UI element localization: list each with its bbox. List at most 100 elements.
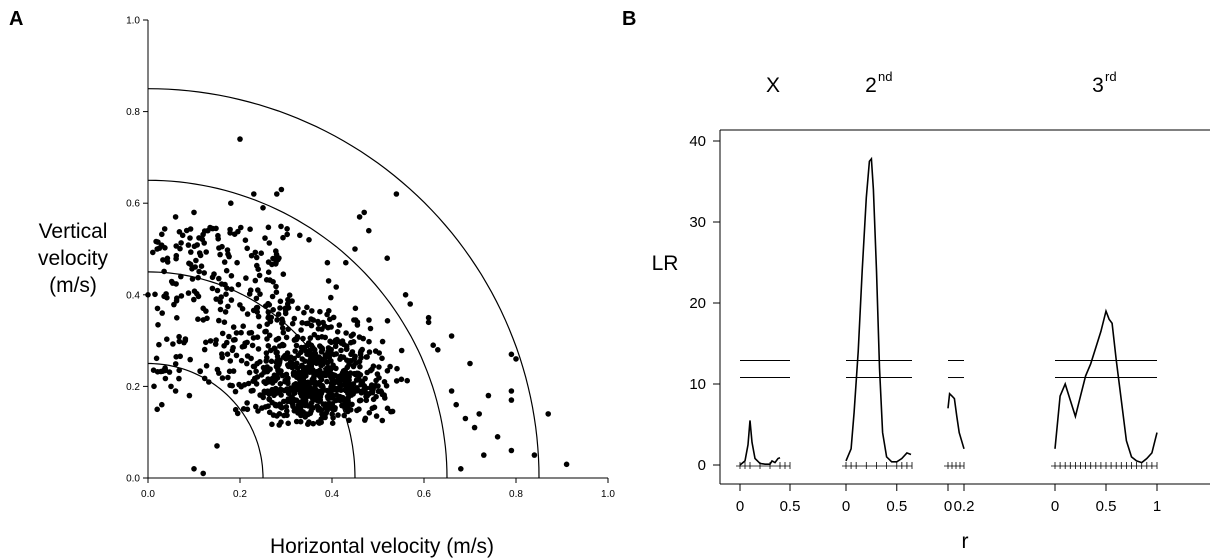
scatter-point bbox=[467, 360, 473, 367]
r-tick-label: 0.5 bbox=[886, 498, 907, 515]
scatter-point bbox=[354, 319, 361, 325]
scatter-point bbox=[191, 209, 197, 216]
scatter-point bbox=[293, 397, 300, 404]
scatter-point bbox=[195, 316, 201, 323]
scatter-point bbox=[168, 383, 174, 390]
scatter-point bbox=[425, 319, 432, 326]
scatter-point bbox=[227, 358, 234, 364]
scatter-point bbox=[244, 311, 251, 317]
scatter-point bbox=[352, 246, 358, 252]
scatter-point bbox=[393, 378, 400, 384]
scatter-point bbox=[277, 404, 284, 410]
scatter-point bbox=[384, 255, 391, 261]
scatter-point bbox=[384, 318, 391, 324]
scatter-point bbox=[219, 243, 225, 250]
scatter-point bbox=[199, 236, 206, 243]
scatter-point bbox=[211, 271, 217, 277]
scatter-point bbox=[563, 461, 570, 468]
lr-y-tick-label: 40 bbox=[689, 133, 706, 150]
scatter-point bbox=[172, 388, 179, 394]
scatter-point bbox=[306, 352, 313, 358]
scatter-point bbox=[273, 337, 280, 343]
lr-subpanel: 0 0.5 X bbox=[736, 74, 801, 515]
scatter-point bbox=[192, 264, 198, 270]
scatter-point bbox=[289, 320, 296, 327]
scatter-point bbox=[329, 392, 336, 398]
scatter-point bbox=[237, 136, 243, 142]
scatter-point bbox=[275, 256, 281, 263]
scatter-point bbox=[376, 364, 382, 370]
scatter-point bbox=[215, 232, 221, 239]
scatter-point bbox=[319, 388, 326, 394]
scatter-point bbox=[458, 466, 464, 472]
scatter-point bbox=[151, 383, 157, 390]
scatter-point bbox=[250, 378, 256, 385]
scatter-point bbox=[173, 281, 179, 287]
scatter-point bbox=[253, 254, 260, 261]
scatter-point bbox=[298, 380, 304, 386]
lr-axis-label: LR bbox=[652, 252, 679, 275]
scatter-point bbox=[366, 227, 372, 234]
scatter-point bbox=[252, 249, 259, 256]
scatter-point bbox=[253, 403, 259, 410]
scatter-point bbox=[154, 406, 160, 413]
scatter-x-ticks: 0.0 0.2 0.4 0.6 0.8 1.0 bbox=[141, 478, 615, 500]
scatter-point bbox=[339, 402, 345, 409]
scatter-point bbox=[494, 434, 501, 440]
scatter-point bbox=[258, 250, 265, 256]
scatter-point bbox=[256, 323, 263, 330]
scatter-point bbox=[218, 294, 224, 300]
scatter-point bbox=[448, 333, 455, 339]
scatter-point bbox=[178, 240, 184, 246]
scatter-point bbox=[322, 371, 329, 378]
scatter-point bbox=[255, 313, 262, 320]
scatter-point bbox=[303, 320, 310, 327]
scatter-point bbox=[159, 310, 165, 316]
scatter-point bbox=[250, 335, 257, 341]
scatter-point bbox=[362, 415, 369, 422]
scatter-point bbox=[187, 356, 193, 363]
scatter-point bbox=[200, 470, 206, 477]
scatter-point bbox=[159, 231, 165, 238]
scatter-point bbox=[280, 271, 287, 278]
scatter-point bbox=[228, 286, 235, 293]
scatter-point bbox=[291, 355, 298, 362]
scatter-point bbox=[222, 309, 229, 315]
scatter-point bbox=[176, 229, 183, 235]
scatter-point bbox=[307, 335, 314, 341]
scatter-point bbox=[196, 268, 202, 275]
scatter-point bbox=[257, 291, 263, 297]
y-tick-label: 0.4 bbox=[126, 290, 140, 301]
scatter-point bbox=[161, 268, 167, 275]
scatter-point bbox=[336, 322, 343, 328]
scatter-point bbox=[274, 413, 280, 419]
scatter-point bbox=[150, 367, 157, 374]
scatter-point bbox=[263, 358, 270, 364]
scatter-point bbox=[314, 397, 320, 404]
scatter-point bbox=[430, 342, 437, 349]
scatter-point bbox=[319, 326, 325, 332]
scatter-point bbox=[425, 314, 432, 321]
scatter-point bbox=[356, 406, 362, 413]
scatter-point bbox=[383, 383, 390, 389]
lr-curve bbox=[947, 391, 965, 450]
scatter-point bbox=[271, 372, 278, 379]
scatter-point bbox=[226, 253, 232, 260]
scatter-point bbox=[361, 383, 368, 389]
scatter-point bbox=[308, 392, 314, 399]
scatter-point bbox=[173, 255, 179, 262]
scatter-point bbox=[284, 412, 290, 419]
scatter-point bbox=[334, 329, 341, 335]
scatter-point bbox=[370, 363, 377, 370]
scatter-point bbox=[293, 418, 300, 425]
scatter-point bbox=[274, 317, 280, 323]
scatter-point bbox=[217, 306, 224, 313]
scatter-point bbox=[352, 305, 359, 312]
scatter-point bbox=[235, 281, 242, 288]
scatter-point bbox=[273, 289, 280, 296]
scatter-point bbox=[239, 306, 246, 312]
scatter-point bbox=[174, 295, 180, 302]
scatter-point bbox=[485, 392, 492, 399]
scatter-point bbox=[292, 390, 298, 396]
scatter-point bbox=[172, 214, 179, 220]
